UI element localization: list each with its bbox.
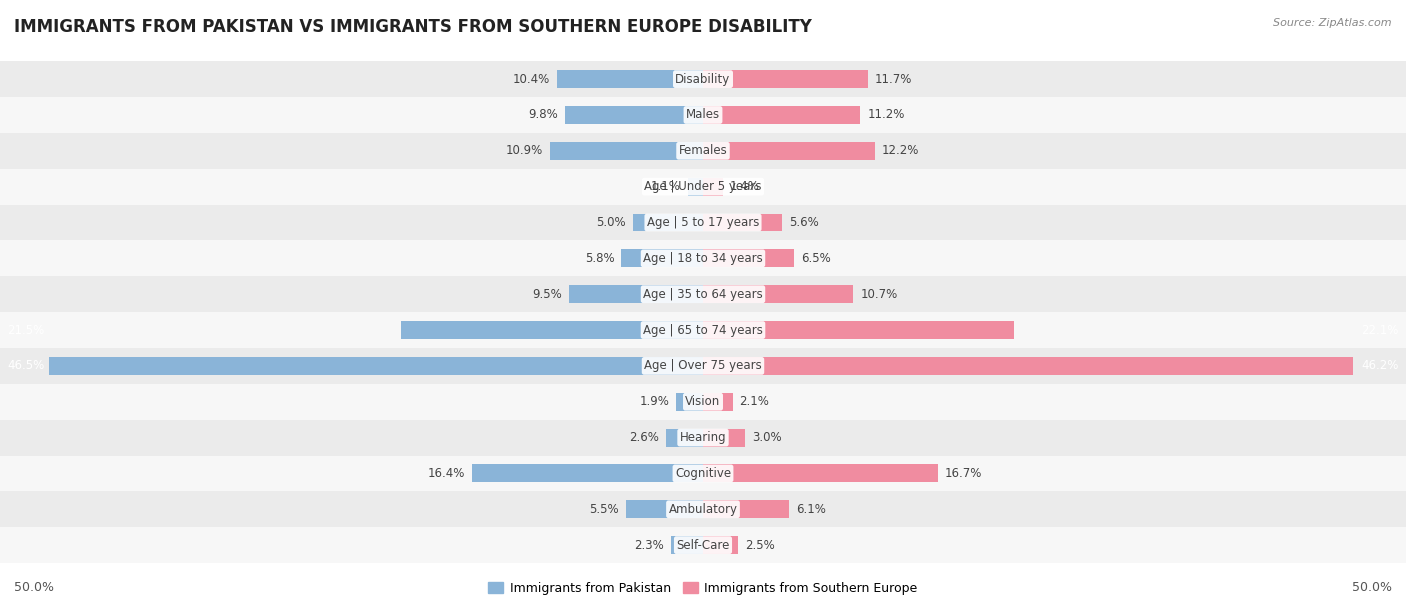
Text: 2.5%: 2.5%: [745, 539, 775, 551]
Text: 10.9%: 10.9%: [506, 144, 543, 157]
Text: 12.2%: 12.2%: [882, 144, 920, 157]
Bar: [703, 285, 853, 303]
Bar: [703, 177, 723, 196]
Text: 5.0%: 5.0%: [596, 216, 626, 229]
Bar: [703, 214, 782, 231]
Bar: [703, 142, 875, 160]
Bar: [703, 393, 733, 411]
Bar: [550, 142, 703, 160]
Text: 16.7%: 16.7%: [945, 467, 983, 480]
Bar: [688, 177, 703, 196]
Bar: [565, 106, 703, 124]
Bar: [621, 250, 703, 267]
Text: 2.6%: 2.6%: [630, 431, 659, 444]
Bar: [0, 276, 1406, 312]
Text: 11.7%: 11.7%: [875, 73, 912, 86]
Text: Disability: Disability: [675, 73, 731, 86]
Text: 16.4%: 16.4%: [427, 467, 465, 480]
Bar: [472, 465, 703, 482]
Bar: [703, 428, 745, 447]
Text: IMMIGRANTS FROM PAKISTAN VS IMMIGRANTS FROM SOUTHERN EUROPE DISABILITY: IMMIGRANTS FROM PAKISTAN VS IMMIGRANTS F…: [14, 18, 811, 36]
Bar: [0, 527, 1406, 563]
Text: Hearing: Hearing: [679, 431, 727, 444]
Bar: [0, 348, 1406, 384]
Text: Age | 18 to 34 years: Age | 18 to 34 years: [643, 252, 763, 265]
Text: 5.8%: 5.8%: [585, 252, 614, 265]
Text: 9.8%: 9.8%: [529, 108, 558, 121]
Bar: [0, 97, 1406, 133]
Text: 50.0%: 50.0%: [14, 581, 53, 594]
Text: 1.9%: 1.9%: [640, 395, 669, 408]
Bar: [0, 384, 1406, 420]
Text: 5.5%: 5.5%: [589, 503, 619, 516]
Bar: [0, 312, 1406, 348]
Text: Males: Males: [686, 108, 720, 121]
Text: 1.1%: 1.1%: [651, 180, 681, 193]
Text: Self-Care: Self-Care: [676, 539, 730, 551]
Text: 2.1%: 2.1%: [740, 395, 769, 408]
Text: 9.5%: 9.5%: [533, 288, 562, 300]
Bar: [0, 491, 1406, 527]
Text: 46.2%: 46.2%: [1361, 359, 1399, 372]
Text: 10.4%: 10.4%: [513, 73, 550, 86]
Text: 21.5%: 21.5%: [7, 324, 44, 337]
Text: 50.0%: 50.0%: [1353, 581, 1392, 594]
Bar: [703, 465, 938, 482]
Bar: [0, 204, 1406, 241]
Text: Cognitive: Cognitive: [675, 467, 731, 480]
Bar: [676, 393, 703, 411]
Text: 22.1%: 22.1%: [1361, 324, 1399, 337]
Text: Age | 65 to 74 years: Age | 65 to 74 years: [643, 324, 763, 337]
Text: Age | 35 to 64 years: Age | 35 to 64 years: [643, 288, 763, 300]
Bar: [666, 428, 703, 447]
Bar: [0, 241, 1406, 276]
Text: 11.2%: 11.2%: [868, 108, 905, 121]
Legend: Immigrants from Pakistan, Immigrants from Southern Europe: Immigrants from Pakistan, Immigrants fro…: [484, 577, 922, 600]
Text: 5.6%: 5.6%: [789, 216, 818, 229]
Bar: [401, 321, 703, 339]
Bar: [0, 133, 1406, 169]
Bar: [703, 321, 1014, 339]
Bar: [703, 501, 789, 518]
Bar: [0, 61, 1406, 97]
Text: Age | Under 5 years: Age | Under 5 years: [644, 180, 762, 193]
Bar: [0, 420, 1406, 455]
Text: Females: Females: [679, 144, 727, 157]
Bar: [703, 250, 794, 267]
Text: Ambulatory: Ambulatory: [668, 503, 738, 516]
Text: 6.1%: 6.1%: [796, 503, 825, 516]
Text: Age | Over 75 years: Age | Over 75 years: [644, 359, 762, 372]
Text: 1.4%: 1.4%: [730, 180, 759, 193]
Bar: [0, 169, 1406, 204]
Bar: [49, 357, 703, 375]
Bar: [0, 455, 1406, 491]
Bar: [569, 285, 703, 303]
Text: Vision: Vision: [685, 395, 721, 408]
Bar: [703, 106, 860, 124]
Text: 46.5%: 46.5%: [7, 359, 44, 372]
Text: Age | 5 to 17 years: Age | 5 to 17 years: [647, 216, 759, 229]
Text: 3.0%: 3.0%: [752, 431, 782, 444]
Bar: [633, 214, 703, 231]
Bar: [703, 357, 1353, 375]
Bar: [626, 501, 703, 518]
Bar: [703, 70, 868, 88]
Text: 10.7%: 10.7%: [860, 288, 897, 300]
Bar: [557, 70, 703, 88]
Text: 2.3%: 2.3%: [634, 539, 664, 551]
Text: 6.5%: 6.5%: [801, 252, 831, 265]
Bar: [671, 536, 703, 554]
Text: Source: ZipAtlas.com: Source: ZipAtlas.com: [1274, 18, 1392, 28]
Bar: [703, 536, 738, 554]
